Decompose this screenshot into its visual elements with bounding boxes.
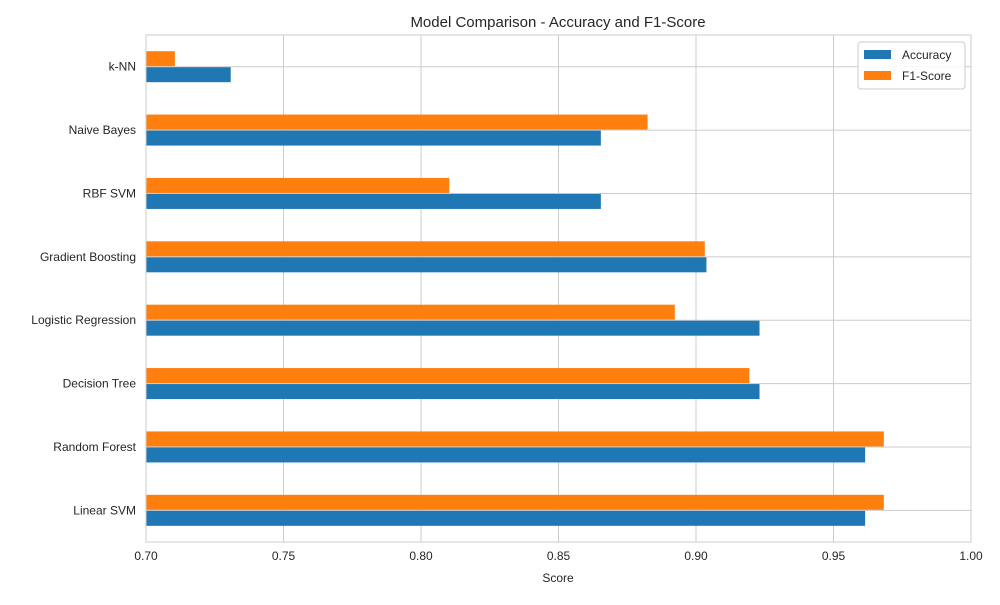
y-tick-label: Gradient Boosting — [40, 250, 136, 264]
chart-title: Model Comparison - Accuracy and F1-Score — [410, 14, 705, 31]
bars-layer — [146, 51, 884, 526]
x-tick-label: 0.80 — [409, 549, 433, 563]
x-axis-label: Score — [542, 571, 574, 585]
legend-swatch — [864, 50, 891, 59]
bar-f1-score — [146, 431, 884, 447]
bar-f1-score — [146, 51, 175, 67]
bar-accuracy — [146, 320, 760, 336]
legend-label: Accuracy — [902, 48, 951, 62]
bar-accuracy — [146, 510, 866, 526]
bar-accuracy — [146, 67, 231, 83]
legend-swatch — [864, 71, 891, 80]
x-tick-label: 1.00 — [959, 549, 983, 563]
legend: Accuracy F1-Score — [857, 41, 966, 90]
bar-accuracy — [146, 257, 707, 273]
bar-f1-score — [146, 304, 675, 320]
bar-f1-score — [146, 241, 705, 257]
y-tick-label: k-NN — [109, 60, 136, 74]
bar-accuracy — [146, 193, 601, 209]
y-tick-label: Naive Bayes — [69, 123, 136, 137]
legend-label: F1-Score — [902, 69, 952, 83]
x-tick-label: 0.90 — [684, 549, 708, 563]
x-tick-label: 0.75 — [272, 549, 296, 563]
axes-layer: 0.70 0.75 0.80 0.85 0.90 0.95 1.00 Linear SVM Ra… — [31, 34, 983, 563]
grid-layer — [145, 35, 972, 542]
y-tick-label: Random Forest — [53, 440, 136, 454]
y-tick-label: Decision Tree — [63, 377, 137, 391]
y-tick-label: RBF SVM — [83, 186, 136, 200]
bar-f1-score — [146, 494, 884, 510]
bar-accuracy — [146, 130, 601, 146]
x-tick-label: 0.85 — [547, 549, 571, 563]
y-tick-label: Linear SVM — [73, 503, 136, 517]
y-tick-label: Logistic Regression — [31, 313, 136, 327]
x-tick-label: 0.70 — [134, 549, 158, 563]
x-tick-label: 0.95 — [822, 549, 846, 563]
bar-accuracy — [146, 384, 760, 400]
bar-f1-score — [146, 368, 750, 384]
bar-f1-score — [146, 114, 648, 130]
bar-f1-score — [146, 177, 450, 193]
bar-accuracy — [146, 447, 866, 463]
plot-frame — [145, 34, 972, 543]
